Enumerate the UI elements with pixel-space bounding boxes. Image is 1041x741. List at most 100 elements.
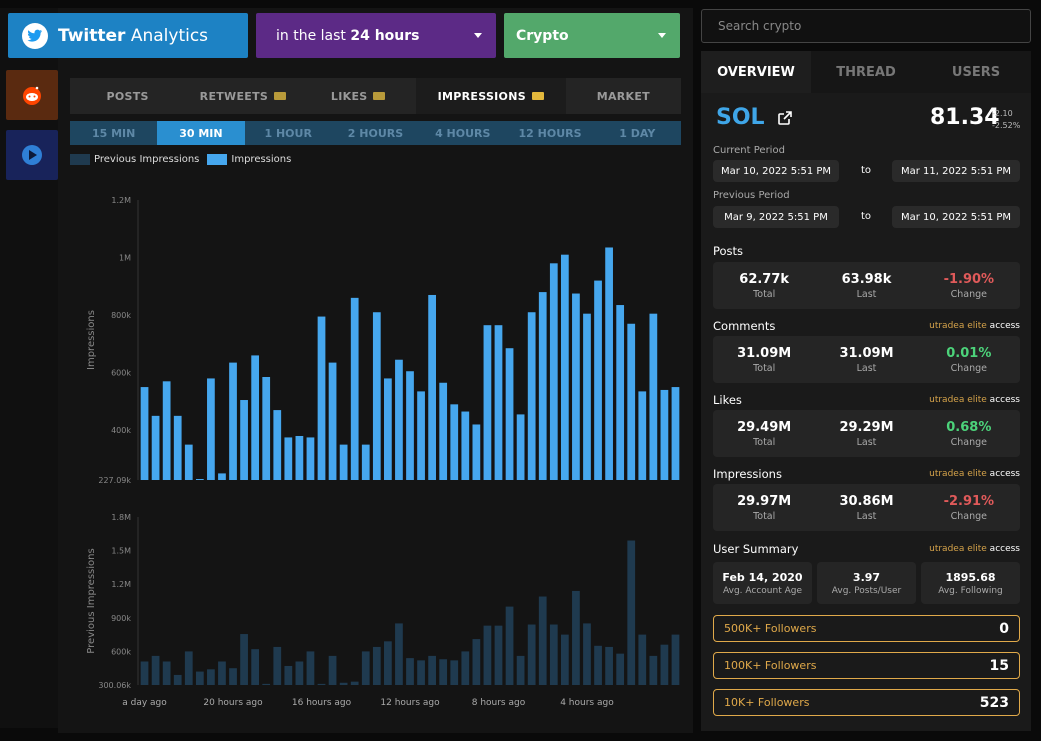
tab-label: OVERVIEW	[717, 64, 795, 80]
impressions-bar	[184, 444, 193, 480]
x-tick-label: 16 hours ago	[292, 698, 352, 708]
previous-impressions-bar	[184, 651, 193, 685]
twitter-icon	[22, 22, 48, 49]
impressions-bar	[140, 387, 149, 480]
tab-thread[interactable]: THREAD	[811, 51, 921, 93]
likes-last: 29.29M	[839, 419, 894, 435]
y-tick-label: 1.8M	[111, 513, 131, 522]
previous-impressions-bar	[616, 653, 625, 685]
legend-current[interactable]: Impressions	[207, 153, 291, 165]
interval-label: 1 DAY	[619, 126, 656, 140]
elite-access-note[interactable]: utradea elite access	[929, 544, 1020, 554]
followers-500k-row[interactable]: 500K+ Followers 0	[713, 615, 1020, 642]
price-change: -2.10 -2.52%	[992, 108, 1020, 132]
previous-period-label: Previous Period	[713, 190, 790, 201]
impressions-bar	[494, 325, 503, 480]
reddit-source-button[interactable]	[6, 70, 58, 120]
interval-1day[interactable]: 1 DAY	[594, 121, 681, 145]
previous-impressions-bar	[328, 655, 337, 685]
interval-selector: 15 MIN 30 MIN 1 HOUR 2 HOURS 4 HOURS 12 …	[70, 121, 681, 145]
tab-impressions[interactable]: IMPRESSIONS	[415, 78, 566, 114]
market-dropdown[interactable]: Crypto	[504, 13, 680, 58]
impressions-bar	[372, 312, 381, 480]
asset-price: 81.34	[930, 105, 1000, 130]
y-tick-label: 600k	[111, 369, 131, 378]
period-dropdown[interactable]: in the last 24 hours	[256, 13, 496, 58]
metric-tabs: POSTS RETWEETS LIKES IMPRESSIONS MARKET	[70, 78, 681, 114]
previous-impressions-bar	[339, 682, 348, 685]
y-tick-label: 600k	[111, 647, 131, 656]
tab-likes[interactable]: LIKES	[301, 78, 416, 114]
comments-stats: 31.09M Total 31.09M Last 0.01% Change	[713, 336, 1020, 383]
previous-impressions-bar	[439, 659, 448, 685]
user-summary-title: User Summary	[713, 542, 799, 556]
x-tick-label: a day ago	[122, 698, 167, 708]
search-input[interactable]: Search crypto	[701, 9, 1031, 43]
interval-15min[interactable]: 15 MIN	[70, 121, 157, 145]
interval-30min[interactable]: 30 MIN	[157, 121, 245, 145]
previous-impressions-bar	[361, 651, 370, 685]
interval-label: 4 HOURS	[435, 126, 491, 140]
brand-rest: Analytics	[125, 25, 209, 46]
tab-overview[interactable]: OVERVIEW	[701, 51, 811, 93]
impressions-bar	[395, 359, 403, 480]
previous-impressions-bar	[417, 660, 425, 685]
tab-retweets[interactable]: RETWEETS	[185, 78, 300, 114]
previous-impressions-bar	[350, 681, 359, 685]
previous-to-date[interactable]: Mar 10, 2022 5:51 PM	[892, 206, 1020, 228]
legend-previous[interactable]: Previous Impressions	[70, 153, 199, 165]
previous-impressions-bar	[229, 668, 237, 685]
chart-legend: Previous Impressions Impressions	[70, 152, 299, 166]
impressions-bar	[173, 415, 182, 480]
current-from-date[interactable]: Mar 10, 2022 5:51 PM	[713, 160, 839, 182]
twitter-analytics-button[interactable]: Twitter Analytics	[8, 13, 248, 58]
impressions-chart: 1.2M 1M 800k 600k 400k 227.09k Impressions 1.8M…	[86, 196, 680, 708]
elite-suffix: access	[986, 544, 1020, 554]
followers-10k-row[interactable]: 10K+ Followers 523	[713, 689, 1020, 716]
impressions-bar	[428, 294, 436, 480]
interval-1hour[interactable]: 1 HOUR	[245, 121, 332, 145]
interval-label: 2 HOURS	[347, 126, 404, 140]
interval-2hours[interactable]: 2 HOURS	[332, 121, 419, 145]
y-axis-title: Previous Impressions	[86, 548, 97, 653]
elite-suffix: access	[986, 395, 1020, 405]
price-change-pct: -2.52%	[992, 121, 1021, 130]
followers-count: 0	[999, 620, 1009, 637]
stat-label: Change	[950, 362, 987, 374]
previous-impressions-bar	[151, 655, 160, 685]
impressions-bar	[461, 411, 470, 480]
interval-4hours[interactable]: 4 HOURS	[419, 121, 506, 145]
previous-from-date[interactable]: Mar 9, 2022 5:51 PM	[713, 206, 839, 228]
tab-label: IMPRESSIONS	[437, 89, 526, 103]
posts-stats: 62.77k Total 63.98k Last -1.90% Change	[713, 262, 1020, 309]
crown-icon	[373, 92, 386, 100]
tab-users[interactable]: USERS	[921, 51, 1031, 93]
elite-access-note[interactable]: utradea elite access	[929, 321, 1020, 331]
elite-access-note[interactable]: utradea elite access	[929, 469, 1020, 479]
impressions-bar	[649, 313, 658, 480]
impressions-bar	[560, 254, 569, 480]
tab-label: USERS	[951, 64, 1001, 80]
stocktwits-source-button[interactable]	[6, 130, 58, 180]
tab-market[interactable]: MARKET	[566, 78, 681, 114]
impressions-bar	[162, 381, 171, 480]
elite-access-note[interactable]: utradea elite access	[929, 395, 1020, 405]
stat-label: Last	[856, 436, 877, 448]
stat-label: Last	[856, 288, 877, 300]
stat-label: Last	[856, 362, 877, 374]
avg-account-age: Feb 14, 2020 Avg. Account Age	[713, 562, 812, 604]
current-to-date[interactable]: Mar 11, 2022 5:51 PM	[892, 160, 1020, 182]
previous-impressions-bar	[671, 634, 680, 685]
y-tick-label: 400k	[111, 426, 131, 435]
previous-impressions-bar	[218, 661, 226, 685]
interval-12hours[interactable]: 12 HOURS	[506, 121, 593, 145]
external-link-icon[interactable]	[777, 110, 793, 126]
followers-100k-row[interactable]: 100K+ Followers 15	[713, 652, 1020, 679]
impressions-bar	[439, 382, 448, 480]
likes-stats: 29.49M Total 29.29M Last 0.68% Change	[713, 410, 1020, 457]
elite-brand: utradea elite	[929, 544, 987, 554]
impressions-bar	[583, 313, 591, 480]
market-value: Crypto	[516, 27, 569, 44]
posts-total: 62.77k	[739, 271, 790, 287]
tab-posts[interactable]: POSTS	[70, 78, 185, 114]
